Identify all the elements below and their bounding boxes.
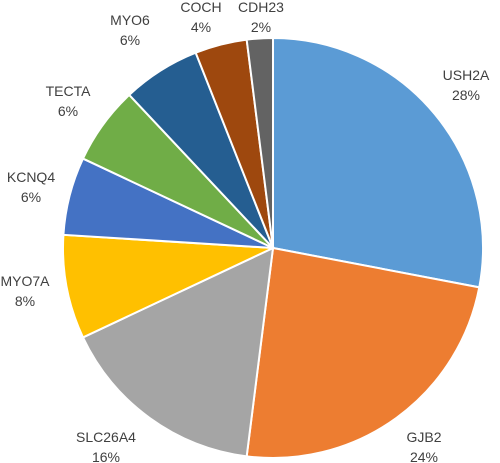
slice-label-cdh23: CDH23 — [238, 0, 284, 15]
slice-value-myo7a: 8% — [15, 293, 35, 309]
slice-value-gjb2: 24% — [410, 449, 438, 463]
slice-label-myo7a: MYO7A — [0, 273, 50, 289]
slice-label-slc26a4: SLC26A4 — [76, 429, 136, 445]
slice-value-slc26a4: 16% — [92, 449, 120, 463]
pie-slice-cdh23 — [245, 36, 274, 249]
slice-value-coch: 4% — [191, 19, 211, 35]
slice-value-cdh23: 2% — [251, 19, 271, 35]
slice-label-coch: COCH — [180, 0, 221, 15]
pie-slice-slc26a4 — [81, 246, 275, 458]
slice-value-kcnq4: 6% — [21, 189, 41, 205]
slice-value-ush2a: 28% — [452, 87, 480, 103]
pie-slices — [62, 36, 484, 459]
slice-label-ush2a: USH2A — [443, 67, 490, 83]
slice-label-kcnq4: KCNQ4 — [7, 169, 55, 185]
pie-slice-ush2a — [272, 36, 484, 289]
pie-slice-myo7a — [62, 233, 274, 339]
pie-slice-gjb2 — [245, 246, 481, 459]
slice-value-tecta: 6% — [58, 103, 78, 119]
slice-value-myo6: 6% — [120, 32, 140, 48]
slice-label-gjb2: GJB2 — [406, 429, 441, 445]
slice-label-myo6: MYO6 — [110, 12, 150, 28]
slice-label-tecta: TECTA — [46, 83, 92, 99]
